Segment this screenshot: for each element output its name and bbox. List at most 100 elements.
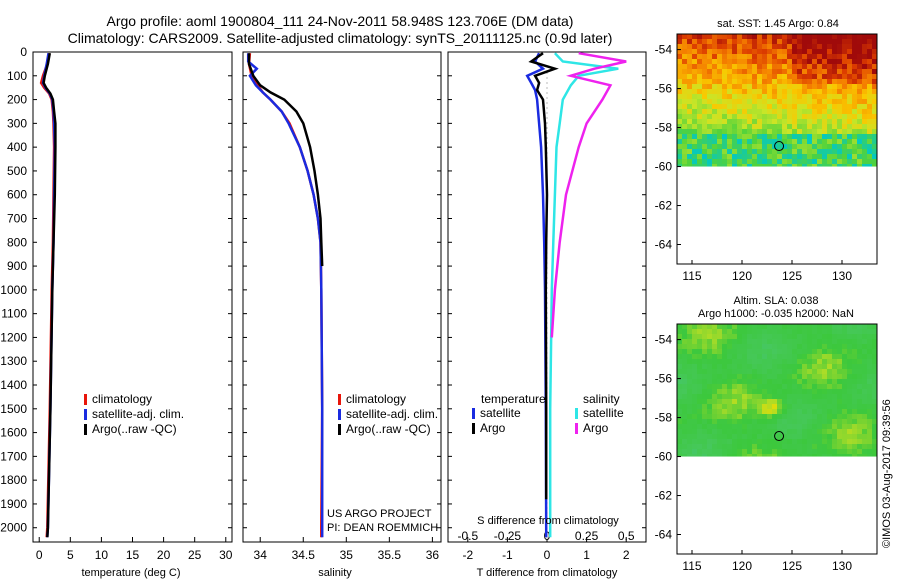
map-cell <box>802 114 807 119</box>
map-cell <box>687 69 692 74</box>
map-cell <box>702 404 707 409</box>
map-cell <box>677 359 682 364</box>
map-cell <box>817 414 822 419</box>
map-cell <box>842 49 847 54</box>
map-cell <box>872 394 877 399</box>
map-cell <box>832 369 837 374</box>
map-cell <box>782 394 787 399</box>
map-cell <box>772 159 777 164</box>
map-cell <box>872 349 877 354</box>
map-cell <box>792 139 797 144</box>
map-cell <box>807 359 812 364</box>
map-y-tick-label: -54 <box>655 333 673 347</box>
map-cell <box>857 444 862 449</box>
map-cell <box>682 64 687 69</box>
map-cell <box>697 379 702 384</box>
map-cell <box>747 429 752 434</box>
map-cell <box>847 334 852 339</box>
map-cell <box>802 344 807 349</box>
map-cell <box>857 389 862 394</box>
map-cell <box>722 164 727 167</box>
map-cell <box>827 144 832 149</box>
map-cell <box>872 59 877 64</box>
map-cell <box>832 69 837 74</box>
map-cell <box>682 334 687 339</box>
map-cell <box>822 99 827 104</box>
map-cell <box>817 109 822 114</box>
map-cell <box>847 444 852 449</box>
map-cell <box>742 444 747 449</box>
map-cell <box>757 339 762 344</box>
map-cell <box>872 49 877 54</box>
map-cell <box>727 94 732 99</box>
map-cell <box>727 339 732 344</box>
map-cell <box>772 354 777 359</box>
map-cell <box>832 44 837 49</box>
map-cell <box>747 149 752 154</box>
map-cell <box>822 394 827 399</box>
map-cell <box>692 439 697 444</box>
map-cell <box>852 324 857 329</box>
map-cell <box>807 369 812 374</box>
map-cell <box>832 374 837 379</box>
map-cell <box>677 79 682 84</box>
map-cell <box>797 409 802 414</box>
map-cell <box>767 159 772 164</box>
map-cell <box>687 454 692 457</box>
map-cell <box>677 449 682 454</box>
map-cell <box>722 434 727 439</box>
map-cell <box>837 84 842 89</box>
map-cell <box>757 54 762 59</box>
map-cell <box>737 399 742 404</box>
map-cell <box>857 439 862 444</box>
map-cell <box>822 89 827 94</box>
map-cell <box>847 144 852 149</box>
map-cell <box>867 339 872 344</box>
map-cell <box>687 89 692 94</box>
map-cell <box>732 84 737 89</box>
map-cell <box>752 69 757 74</box>
map-cell <box>832 344 837 349</box>
map-cell <box>872 159 877 164</box>
map-cell <box>682 324 687 329</box>
map-cell <box>797 429 802 434</box>
map-cell <box>867 109 872 114</box>
map-cell <box>702 74 707 79</box>
depth-tick-label: 1500 <box>0 402 27 416</box>
map-cell <box>872 154 877 159</box>
map-cell <box>772 429 777 434</box>
map-cell <box>677 94 682 99</box>
map-cell <box>807 124 812 129</box>
map-cell <box>827 164 832 167</box>
x-tick-label: 36 <box>426 548 440 562</box>
map-cell <box>817 74 822 79</box>
map-cell <box>717 154 722 159</box>
map-cell <box>747 399 752 404</box>
map-cell <box>707 109 712 114</box>
map-cell <box>752 444 757 449</box>
map-cell <box>787 149 792 154</box>
map-cell <box>777 124 782 129</box>
map-cell <box>762 444 767 449</box>
map-cell <box>852 64 857 69</box>
map-cell <box>797 414 802 419</box>
map-cell <box>707 339 712 344</box>
map-cell <box>772 44 777 49</box>
map-cell <box>722 34 727 39</box>
map-cell <box>867 379 872 384</box>
map-cell <box>747 384 752 389</box>
map-cell <box>847 154 852 159</box>
map-cell <box>787 154 792 159</box>
map-cell <box>752 64 757 69</box>
map-cell <box>697 74 702 79</box>
map-cell <box>692 99 697 104</box>
map-cell <box>767 389 772 394</box>
map-cell <box>857 54 862 59</box>
map-cell <box>787 404 792 409</box>
map-cell <box>807 364 812 369</box>
map-cell <box>777 74 782 79</box>
map-cell <box>692 424 697 429</box>
map-cell <box>827 129 832 134</box>
map-cell <box>742 424 747 429</box>
map-cell <box>842 74 847 79</box>
